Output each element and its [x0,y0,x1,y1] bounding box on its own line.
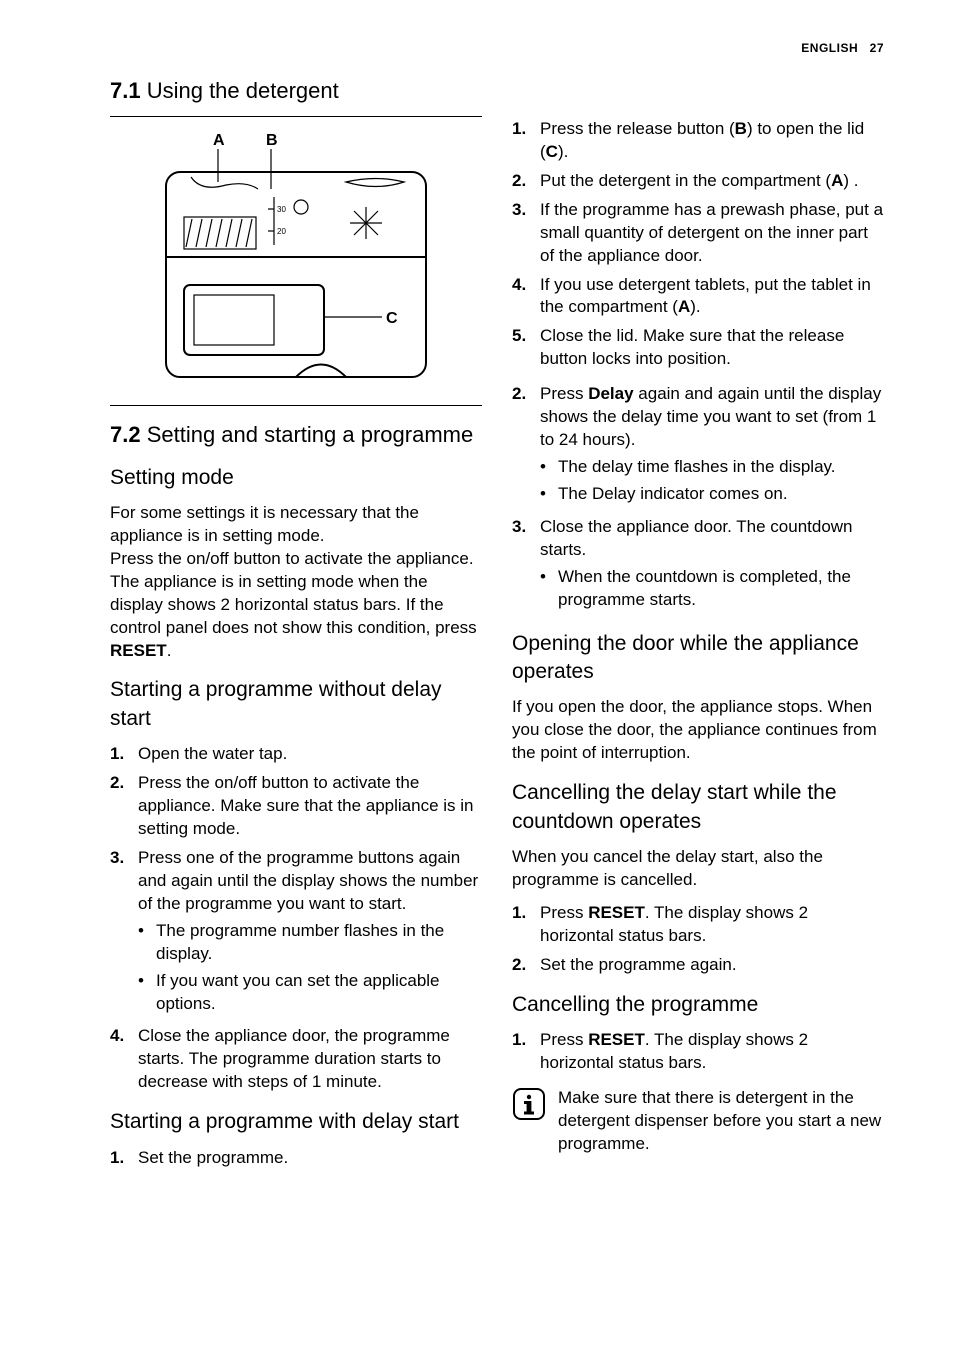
label-b: B [266,132,278,149]
bullet-text: The delay time flashes in the display. [558,456,836,479]
start-with-delay-left: 1.Set the programme. [110,1147,482,1170]
label-a: A [213,132,225,149]
list-item: 2.Set the programme again. [512,954,884,977]
section-num: 7.1 [110,78,141,103]
gauge-20: 20 [277,227,286,236]
list-item: 1.Press the release button (B) to open t… [512,118,884,164]
section-7-1-heading: 7.1 Using the detergent [110,76,884,106]
bullet-text: If you want you can set the applicable o… [156,970,482,1016]
header-page: 27 [870,41,884,55]
section-7-2-heading: 7.2 Setting and starting a programme [110,420,482,450]
list-item: 1.Set the programme. [110,1147,482,1170]
header-lang: ENGLISH [801,41,858,55]
detergent-diagram: A B 30 20 [110,116,482,406]
open-door-body: If you open the door, the appliance stop… [512,696,884,765]
cancel-delay-intro: When you cancel the delay start, also th… [512,846,884,892]
section-num-72: 7.2 [110,422,141,447]
list-item: 4.If you use detergent tablets, put the … [512,274,884,320]
cancel-delay-title: Cancelling the delay start while the cou… [512,779,884,836]
section-title: Using the detergent [141,78,339,103]
open-door-title: Opening the door while the appliance ope… [512,630,884,687]
list-item: 1.Press RESET. The display shows 2 horiz… [512,1029,884,1075]
start-with-delay-title: Starting a programme with delay start [110,1108,482,1136]
start-no-delay-list: 1.Open the water tap. 2.Press the on/off … [110,743,482,1094]
list-item: 1.Open the water tap. [110,743,482,766]
setting-mode-body: For some settings it is necessary that t… [110,502,482,663]
section-title-72: Setting and starting a programme [141,422,474,447]
info-text: Make sure that there is detergent in the… [558,1087,884,1156]
start-with-delay-right: 2.Press Delay again and again until the … [512,383,884,615]
cancel-prog-title: Cancelling the programme [512,991,884,1019]
list-item: 5.Close the lid. Make sure that the rele… [512,325,884,371]
start-no-delay-title: Starting a programme without delay start [110,676,482,733]
gauge-30: 30 [277,205,286,214]
list-item: 2.Put the detergent in the compartment (… [512,170,884,193]
list-item: 4.Close the appliance door, the programm… [110,1025,482,1094]
setting-mode-title: Setting mode [110,464,482,492]
bullet-text: When the countdown is completed, the pro… [558,566,884,612]
list-item: 3.Press one of the programme buttons aga… [110,847,482,1020]
list-item: 1.Press RESET. The display shows 2 horiz… [512,902,884,948]
bullet-text: The Delay indicator comes on. [558,483,788,506]
cancel-delay-steps: 1.Press RESET. The display shows 2 horiz… [512,902,884,977]
list-item: 2.Press Delay again and again until the … [512,383,884,510]
snowflake-icon [350,207,382,239]
list-item: 3.If the programme has a prewash phase, … [512,199,884,268]
page-header: ENGLISH 27 [110,40,884,56]
cancel-prog-steps: 1.Press RESET. The display shows 2 horiz… [512,1029,884,1075]
list-item: 2.Press the on/off button to activate th… [110,772,482,841]
dispenser-svg: A B 30 20 [146,127,446,387]
info-icon [512,1087,546,1121]
bullet-text: The programme number flashes in the disp… [156,920,482,966]
list-item: 3.Close the appliance door. The countdow… [512,516,884,616]
label-c: C [386,310,398,327]
detergent-steps: 1.Press the release button (B) to open t… [512,118,884,371]
info-note: Make sure that there is detergent in the… [512,1087,884,1156]
